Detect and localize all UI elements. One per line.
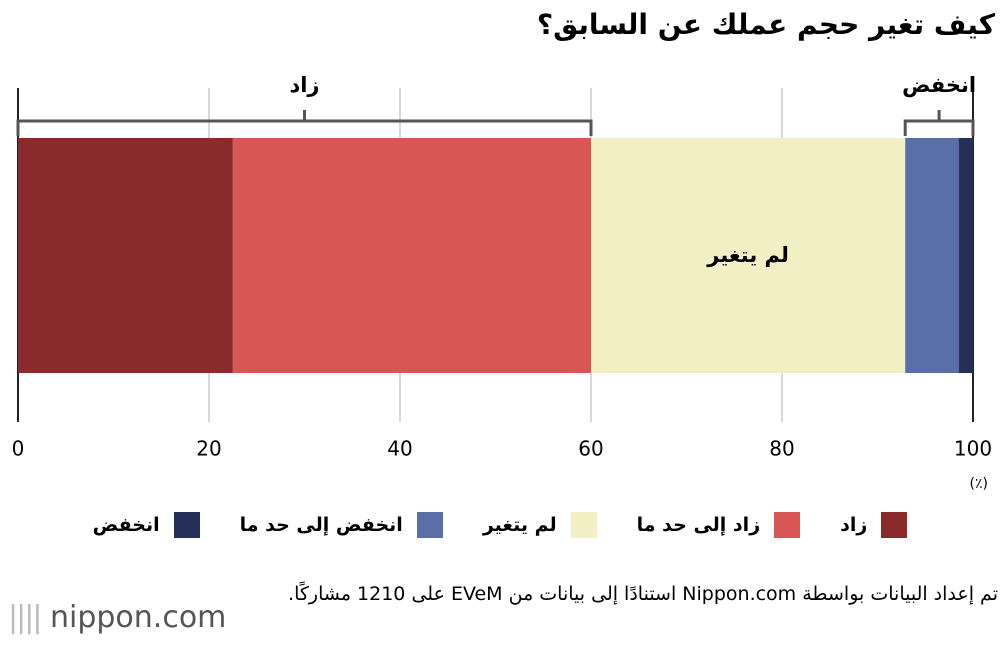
- bracket-label: زاد: [289, 73, 319, 97]
- chart-title: كيف تغير حجم عملك عن السابق؟: [537, 8, 996, 41]
- bar-segment: [591, 138, 906, 373]
- logo-text: nippon.com: [49, 600, 227, 635]
- x-tick-label: 80: [769, 437, 794, 461]
- bar-segment: [18, 138, 233, 373]
- bracket: [903, 110, 975, 136]
- legend-label: انخفض: [92, 514, 160, 536]
- bracket-label: انخفض: [902, 73, 976, 97]
- legend-label: زاد: [840, 514, 868, 536]
- legend-item: زاد: [840, 512, 908, 538]
- legend-swatch: [173, 512, 200, 538]
- x-tick-label: 60: [578, 437, 603, 461]
- x-tick-label: 20: [196, 437, 221, 461]
- x-unit: (٪): [970, 476, 988, 492]
- legend-label: انخفض إلى حد ما: [239, 514, 403, 536]
- legend-item: انخفض إلى حد ما: [240, 512, 443, 538]
- segment-label: لم يتغير: [706, 243, 789, 267]
- bracket: [16, 110, 593, 136]
- bar-segment: [905, 138, 959, 373]
- x-tick-label: 40: [387, 437, 412, 461]
- logo: |||| nippon.com: [8, 600, 227, 635]
- legend-swatch: [774, 512, 801, 538]
- x-tick-label: 100: [954, 437, 992, 461]
- chart: كيف تغير حجم عملك عن السابق؟ (٪) 0 20 40 60…: [12, 8, 996, 492]
- bar-segment: [232, 138, 591, 373]
- legend-item: لم يتغير: [483, 512, 597, 538]
- legend-item: زاد إلى حد ما: [636, 512, 801, 538]
- source: تم إعداد البيانات بواسطة Nippon.com استن…: [288, 583, 998, 605]
- bar-segment: [958, 138, 973, 373]
- legend-swatch: [570, 512, 597, 538]
- legend-label: زاد إلى حد ما: [636, 514, 761, 536]
- legend-item: انخفض: [93, 512, 200, 538]
- x-tick-label: 0: [12, 437, 25, 461]
- legend: زاد زاد إلى حد ما لم يتغير انخفض إلى حد ما ا…: [0, 512, 1000, 538]
- legend-label: لم يتغير: [482, 514, 557, 536]
- legend-swatch: [881, 512, 908, 538]
- legend-swatch: [416, 512, 443, 538]
